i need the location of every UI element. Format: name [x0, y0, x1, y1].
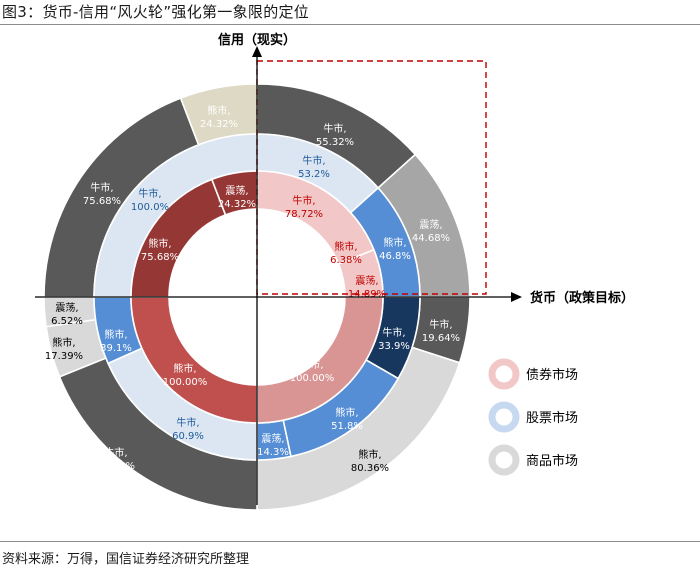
legend-label-0: 债券市场 [526, 367, 578, 383]
label-bond-bear-a-name: 熊市, [334, 240, 357, 253]
label-comm-bull-d-value: 75.68% [83, 196, 121, 207]
label-stock-bull-d-name: 牛市, [138, 187, 161, 200]
legend-swatch-2 [488, 444, 520, 476]
label-bond-bear-d: 熊市, 75.68% [141, 237, 179, 263]
label-bond-bear-a-value: 6.38% [330, 255, 362, 266]
label-bond-bull-value: 78.72% [285, 209, 323, 220]
label-comm-bear-d-value: 24.32% [200, 119, 238, 130]
label-comm-bull-b-value: 19.64% [422, 333, 460, 344]
label-comm-range-c-value: 6.52% [51, 316, 83, 327]
rings-group [43, 83, 471, 511]
highlight-quadrant-box [256, 60, 487, 295]
label-comm-bear-b-name: 熊市, [358, 448, 381, 461]
label-bond-bear-d-value: 75.68% [141, 252, 179, 263]
label-stock-range-b: 震荡, 14.3% [257, 433, 289, 458]
label-comm-bear-c: 熊市, 17.39% [45, 336, 83, 362]
label-bond-bear-d-name: 熊市, [148, 237, 171, 250]
legend-swatch-0 [488, 358, 520, 390]
source-note: 资料来源：万得，国信证券经济研究所整理 [2, 552, 250, 567]
label-comm-range-a-value: 44.68% [412, 233, 450, 244]
label-stock-bull-d: 牛市, 100.0% [131, 187, 169, 213]
label-stock-bull-a-value: 53.2% [298, 169, 330, 180]
source-rule [0, 541, 700, 542]
label-stock-range-b-value: 14.3% [257, 447, 289, 458]
label-bond-bull-name: 牛市, [292, 194, 315, 207]
label-stock-bear-a: 熊市, 46.8% [379, 236, 411, 262]
label-comm-bull-b-name: 牛市, [429, 318, 452, 331]
segment-labels-group: 牛市, 78.72%熊市, 6.38%震荡, 14.89%熊市, 100.00%熊市, 1… [45, 104, 460, 474]
label-bond-range-b-value: 24.32% [218, 199, 256, 210]
label-bond-bear-c: 熊市, 100.00% [163, 362, 208, 388]
label-stock-bear-a-name: 熊市, [383, 236, 406, 249]
figure-title: 图3：货币-信用“风火轮”强化第一象限的定位 [2, 3, 310, 21]
label-stock-bull-b-value: 33.9% [378, 341, 410, 352]
label-stock-bull-b: 牛市, 33.9% [378, 326, 410, 352]
label-bond-bear-b-value: 100.00% [290, 373, 335, 384]
legend-label-1: 股票市场 [526, 410, 578, 426]
label-bond-bear-c-name: 熊市, [173, 362, 196, 375]
label-comm-bull-a-name: 牛市, [323, 122, 346, 135]
label-stock-bear-b: 熊市, 51.8% [331, 406, 363, 432]
label-comm-bear-d-name: 熊市, [207, 104, 230, 117]
label-bond-range-b-name: 震荡, [225, 185, 248, 197]
label-comm-bull-d: 牛市, 75.68% [83, 181, 121, 207]
label-stock-bull-a: 牛市, 53.2% [298, 154, 330, 180]
label-comm-range-c-name: 震荡, [55, 302, 78, 314]
label-comm-bear-c-name: 熊市, [52, 336, 75, 349]
label-bond-bear-b-name: 熊市, [300, 358, 323, 371]
label-stock-bull-c-name: 牛市, [176, 416, 199, 429]
label-stock-bull-d-value: 100.0% [131, 202, 169, 213]
title-bar: 图3：货币-信用“风火轮”强化第一象限的定位 [0, 0, 700, 25]
label-comm-bear-b-value: 80.36% [351, 463, 389, 474]
label-comm-bear-d: 熊市, 24.32% [200, 104, 238, 130]
label-comm-range-c: 震荡, 6.52% [51, 302, 83, 327]
label-comm-bull-c-value: 76.09% [97, 461, 135, 472]
y-axis-label: 信用（现实） [218, 32, 296, 48]
label-comm-bull-d-name: 牛市, [90, 181, 113, 194]
label-comm-bear-c-value: 17.39% [45, 351, 83, 362]
label-bond-range-b: 震荡, 24.32% [218, 185, 256, 210]
label-bond-bear-a: 熊市, 6.38% [330, 240, 362, 266]
label-stock-bear-c: 熊市, 39.1% [100, 328, 132, 354]
title-rule [0, 24, 700, 25]
label-stock-bear-b-name: 熊市, [335, 406, 358, 419]
x-axis-arrow [511, 292, 522, 302]
label-comm-bull-a-value: 55.32% [316, 137, 354, 148]
label-comm-bear-b: 熊市, 80.36% [351, 448, 389, 474]
label-comm-bull-b: 牛市, 19.64% [422, 318, 460, 344]
label-bond-range-name: 震荡, [355, 275, 378, 287]
label-stock-bear-c-name: 熊市, [104, 328, 127, 341]
label-stock-bear-a-value: 46.8% [379, 251, 411, 262]
label-stock-range-b-name: 震荡, [261, 433, 284, 445]
label-stock-bull-c: 牛市, 60.9% [172, 416, 204, 442]
y-axis-arrow [252, 46, 262, 57]
label-bond-bear-c-value: 100.00% [163, 377, 208, 388]
legend-swatch-1 [488, 401, 520, 433]
label-stock-bull-b-name: 牛市, [382, 326, 405, 339]
x-axis-label: 货币（政策目标） [530, 290, 634, 306]
label-bond-bear-b: 熊市, 100.00% [290, 358, 335, 384]
label-comm-bull-c-name: 牛市, [104, 446, 127, 459]
label-stock-bull-a-name: 牛市, [302, 154, 325, 167]
label-comm-range-a-name: 震荡, [419, 219, 442, 231]
label-comm-bull-a: 牛市, 55.32% [316, 122, 354, 148]
legend-label-2: 商品市场 [526, 453, 578, 469]
label-comm-range-a: 震荡, 44.68% [412, 219, 450, 244]
label-stock-bear-c-value: 39.1% [100, 343, 132, 354]
label-stock-bear-b-value: 51.8% [331, 421, 363, 432]
label-stock-bull-c-value: 60.9% [172, 431, 204, 442]
label-bond-bull: 牛市, 78.72% [285, 194, 323, 220]
label-comm-bull-c: 牛市, 76.09% [97, 446, 135, 472]
